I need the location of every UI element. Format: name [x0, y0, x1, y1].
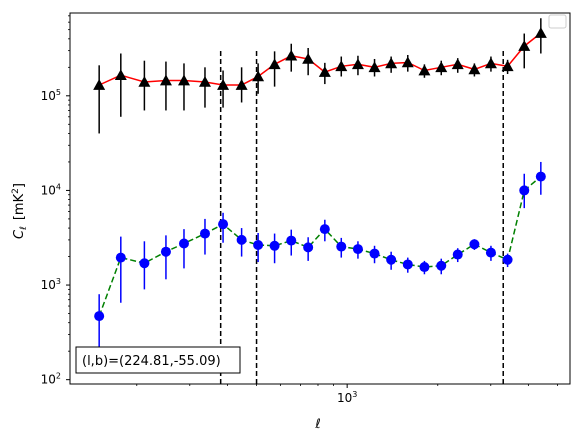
- data-point: [236, 234, 247, 245]
- data-point: [198, 75, 211, 87]
- data-point: [351, 58, 364, 70]
- data-point: [199, 228, 210, 239]
- data-point: [401, 56, 414, 68]
- data-point: [519, 185, 530, 196]
- data-point: [534, 27, 547, 38]
- y-axis-label: Cℓ[mK2]: [11, 183, 29, 239]
- data-point: [435, 61, 448, 73]
- data-point: [93, 79, 106, 90]
- data-point: [469, 239, 480, 250]
- data-point: [518, 40, 531, 51]
- data-point: [335, 60, 348, 72]
- data-point: [484, 57, 497, 69]
- data-point: [501, 60, 514, 72]
- series-2: [94, 161, 546, 354]
- data-point: [159, 74, 172, 86]
- data-point: [436, 260, 447, 271]
- data-point: [114, 69, 127, 81]
- data-point: [115, 252, 126, 263]
- data-point: [502, 254, 513, 265]
- data-point: [485, 247, 496, 258]
- annotation-frame: [75, 346, 241, 374]
- data-point: [451, 58, 464, 70]
- data-point: [94, 311, 105, 322]
- data-point: [252, 70, 265, 82]
- plot-area: [93, 18, 547, 384]
- legend-frame: [548, 14, 567, 29]
- data-point: [385, 57, 398, 69]
- data-point: [285, 49, 298, 61]
- data-point: [302, 52, 315, 64]
- data-point: [318, 66, 331, 77]
- annotation-box: (l,b)=(224.81,-55.09): [75, 346, 241, 374]
- x-axis-label: ℓ: [314, 417, 320, 432]
- data-point: [268, 58, 281, 70]
- data-point: [386, 254, 397, 265]
- x-tick-label: 103: [337, 390, 357, 405]
- y-tick-label: 102: [41, 372, 61, 387]
- data-point: [468, 63, 481, 75]
- axis-ticks: 102 103 104 105 103: [41, 15, 558, 405]
- annotation-text: (l,b)=(224.81,-55.09): [82, 354, 221, 369]
- axes-frame: [69, 12, 571, 385]
- data-point: [402, 259, 413, 270]
- y-tick-label: 105: [41, 88, 61, 103]
- data-point: [303, 242, 314, 253]
- data-point: [319, 224, 330, 235]
- data-point: [235, 79, 248, 90]
- data-point: [253, 239, 264, 250]
- data-point: [286, 235, 297, 246]
- data-point: [160, 246, 171, 257]
- data-point: [177, 74, 190, 86]
- legend-box: [548, 14, 567, 29]
- series-1: [93, 18, 547, 134]
- y-tick-label: 104: [41, 182, 61, 197]
- data-point: [218, 219, 229, 230]
- data-point: [178, 238, 189, 249]
- data-point: [369, 248, 380, 259]
- y-tick-label: 103: [41, 277, 61, 292]
- data-point: [217, 79, 230, 90]
- data-point: [419, 262, 430, 273]
- data-point: [352, 244, 363, 255]
- data-point: [418, 64, 431, 76]
- data-point: [452, 249, 463, 260]
- data-point: [368, 61, 381, 73]
- data-point: [269, 240, 280, 251]
- data-point: [139, 258, 150, 269]
- data-point: [138, 75, 151, 87]
- data-point: [535, 171, 546, 182]
- data-point: [336, 241, 347, 252]
